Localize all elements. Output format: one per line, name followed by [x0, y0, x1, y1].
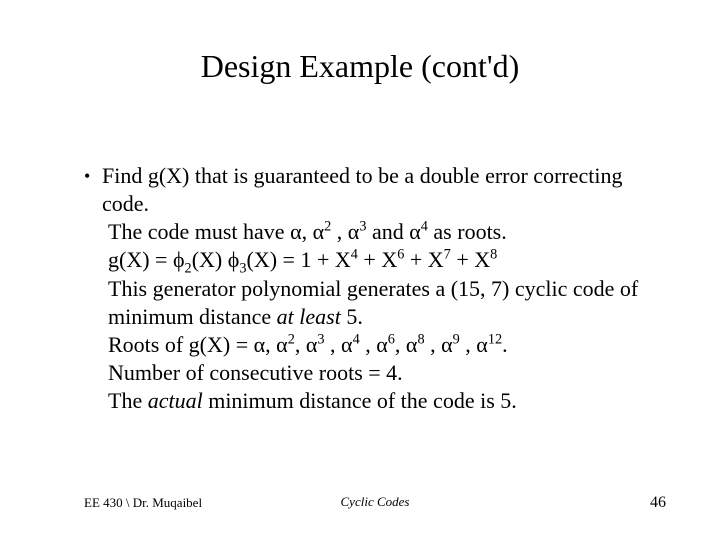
text: This generator polynomial generates a (1… — [108, 276, 638, 329]
alpha: α — [441, 332, 453, 357]
text: minimum distance of the code is 5. — [203, 388, 517, 413]
sup: 4 — [353, 332, 360, 348]
text: (X) — [192, 247, 228, 272]
alpha: α — [254, 332, 266, 357]
text: , — [325, 332, 342, 357]
line-roots: The code must have α, α2 , α3 and α4 as … — [108, 218, 660, 246]
slide: Design Example (cont'd) • Find g(X) that… — [0, 0, 720, 540]
slide-body: • Find g(X) that is guaranteed to be a d… — [84, 162, 660, 415]
text: Roots of g(X) = — [108, 332, 254, 357]
text: , — [331, 219, 348, 244]
text: and — [366, 219, 409, 244]
alpha: α — [409, 219, 421, 244]
alpha: α — [376, 332, 388, 357]
text: The code must have — [108, 219, 290, 244]
line-generator: This generator polynomial generates a (1… — [108, 275, 660, 331]
alpha: α — [290, 219, 302, 244]
sup: 8 — [490, 247, 497, 263]
line-actual: The actual minimum distance of the code … — [108, 387, 660, 415]
text: , — [425, 332, 442, 357]
line-gx: g(X) = ϕ2(X) ϕ3(X) = 1 + X4 + X6 + X7 + … — [108, 246, 660, 274]
text: as roots. — [428, 219, 507, 244]
text: , — [265, 332, 276, 357]
alpha: α — [276, 332, 288, 357]
text: , — [395, 332, 406, 357]
text: + X — [358, 247, 397, 272]
text: The — [108, 388, 148, 413]
sup: 4 — [421, 219, 428, 235]
emph: at least — [277, 304, 341, 329]
bullet-item: • Find g(X) that is guaranteed to be a d… — [84, 162, 660, 218]
alpha: α — [341, 332, 353, 357]
slide-title: Design Example (cont'd) — [0, 0, 720, 85]
text: , — [460, 332, 477, 357]
text: , — [302, 219, 313, 244]
text: + X — [451, 247, 490, 272]
sup: 8 — [417, 332, 424, 348]
sup: 2 — [288, 332, 295, 348]
sup: 7 — [444, 247, 451, 263]
text: g(X) = — [108, 247, 173, 272]
text: , — [295, 332, 306, 357]
text: (X) = 1 + X — [247, 247, 351, 272]
line-consecutive: Number of consecutive roots = 4. — [108, 359, 660, 387]
footer-left: EE 430 \ Dr. Muqaibel — [84, 495, 202, 511]
footer: Cyclic Codes EE 430 \ Dr. Muqaibel 46 — [84, 494, 666, 512]
sup: 12 — [488, 332, 502, 348]
sup: 9 — [453, 332, 460, 348]
sup: 3 — [317, 332, 324, 348]
text: 5. — [341, 304, 363, 329]
alpha: α — [306, 332, 318, 357]
alpha: α — [476, 332, 488, 357]
bullet-marker: • — [84, 162, 102, 190]
sup: 6 — [388, 332, 395, 348]
text: , — [360, 332, 377, 357]
phi: ϕ — [173, 247, 185, 272]
sup: 4 — [351, 247, 358, 263]
bullet-text: Find g(X) that is guaranteed to be a dou… — [102, 162, 660, 218]
text: . — [502, 332, 508, 357]
text: + X — [404, 247, 443, 272]
emph: actual — [148, 388, 203, 413]
line-roots-list: Roots of g(X) = α, α2, α3 , α4 , α6, α8 … — [108, 331, 660, 359]
alpha: α — [406, 332, 418, 357]
phi: ϕ — [228, 247, 240, 272]
page-number: 46 — [650, 494, 666, 512]
alpha: α — [348, 219, 360, 244]
alpha: α — [313, 219, 325, 244]
